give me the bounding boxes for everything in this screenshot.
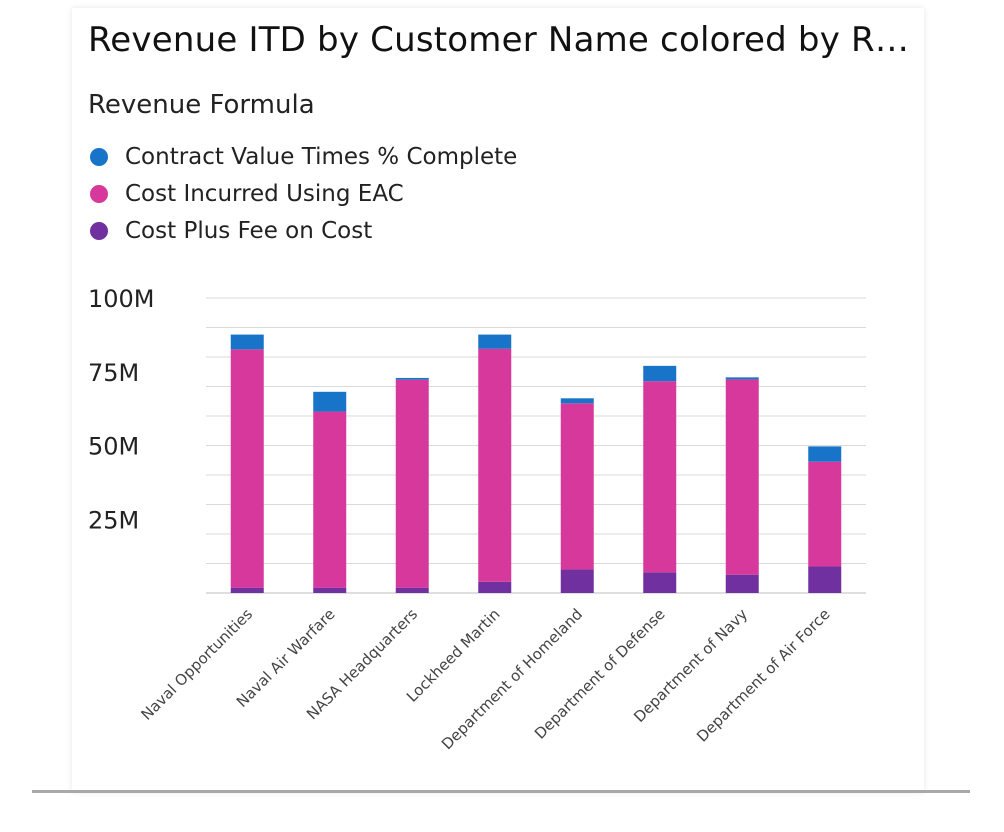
bar-segment[interactable] bbox=[313, 587, 347, 593]
bar-segment[interactable] bbox=[478, 334, 512, 349]
bar-segment[interactable] bbox=[395, 587, 429, 593]
legend: Contract Value Times % Complete Cost Inc… bbox=[90, 138, 517, 249]
x-tick-label: Department of Homeland bbox=[438, 605, 586, 753]
bar-segment[interactable] bbox=[230, 587, 264, 593]
bar-segment[interactable] bbox=[560, 403, 594, 570]
bar-segment[interactable] bbox=[725, 574, 759, 593]
legend-label-contract-value: Contract Value Times % Complete bbox=[125, 143, 518, 170]
bar-segment[interactable] bbox=[725, 377, 759, 380]
legend-title: Revenue Formula bbox=[88, 90, 315, 120]
x-tick-label: Department of Air Force bbox=[693, 605, 834, 746]
legend-dot-cost-plus-fee bbox=[90, 221, 108, 240]
bar-segment[interactable] bbox=[560, 398, 594, 404]
y-tick-label: 50M bbox=[88, 433, 139, 461]
bar-segment[interactable] bbox=[725, 379, 759, 575]
bar-segment[interactable] bbox=[643, 572, 677, 593]
legend-label-cost-plus-fee: Cost Plus Fee on Cost bbox=[125, 217, 373, 244]
bottom-divider bbox=[32, 790, 970, 793]
bar-segment[interactable] bbox=[230, 334, 264, 350]
bar-segment[interactable] bbox=[478, 348, 512, 582]
bar-segment[interactable] bbox=[395, 377, 429, 380]
chart-title: Revenue ITD by Customer Name colored by … bbox=[88, 20, 910, 60]
chart-card: Revenue ITD by Customer Name colored by … bbox=[72, 8, 924, 792]
bar-segment[interactable] bbox=[313, 391, 347, 412]
y-tick-label: 25M bbox=[88, 506, 139, 534]
bar-segment[interactable] bbox=[478, 581, 512, 593]
bar-segment[interactable] bbox=[560, 569, 594, 593]
bar-segment[interactable] bbox=[230, 349, 264, 588]
y-tick-label: 75M bbox=[88, 359, 139, 387]
bar-segment[interactable] bbox=[808, 446, 842, 462]
bar-segment[interactable] bbox=[395, 379, 429, 588]
bar-segment[interactable] bbox=[808, 566, 842, 593]
legend-item-cost-plus-fee[interactable]: Cost Plus Fee on Cost bbox=[90, 212, 517, 249]
legend-label-cost-incurred: Cost Incurred Using EAC bbox=[125, 180, 404, 207]
x-tick-label: Naval Opportunities bbox=[137, 605, 256, 724]
bar-segment[interactable] bbox=[808, 461, 842, 567]
legend-item-contract-value[interactable]: Contract Value Times % Complete bbox=[90, 138, 517, 175]
y-tick-label: 100M bbox=[88, 285, 155, 313]
legend-dot-cost-incurred bbox=[90, 184, 108, 203]
legend-item-cost-incurred[interactable]: Cost Incurred Using EAC bbox=[90, 175, 517, 212]
legend-dot-contract-value bbox=[90, 147, 108, 166]
bar-segment[interactable] bbox=[643, 381, 677, 573]
bar-segment[interactable] bbox=[643, 365, 677, 382]
bar-segment[interactable] bbox=[313, 411, 347, 588]
